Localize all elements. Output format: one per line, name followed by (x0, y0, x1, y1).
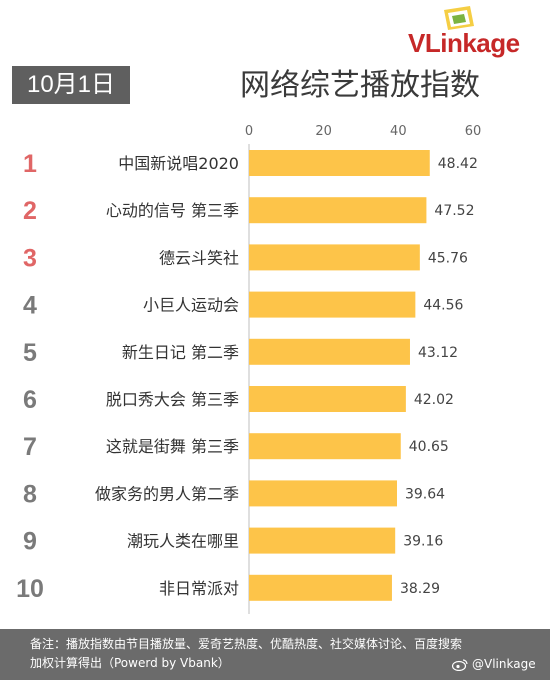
value-label: 44.56 (423, 298, 463, 314)
category-label: 中国新说唱2020 (118, 154, 239, 173)
rank-number: 6 (23, 386, 37, 414)
bar (249, 386, 406, 412)
watermark-text: @Vlinkage (472, 657, 536, 671)
logo-text: VLinkage (408, 28, 520, 58)
x-tick-label: 60 (465, 124, 482, 139)
category-label: 做家务的男人第二季 (95, 484, 239, 503)
category-label: 心动的信号 第三季 (106, 201, 239, 220)
category-label: 德云斗笑社 (159, 248, 239, 267)
bar (249, 338, 410, 365)
weibo-icon (452, 658, 468, 671)
rank-number: 3 (23, 244, 37, 272)
value-label: 48.42 (438, 156, 478, 172)
x-tick-label: 40 (390, 124, 407, 139)
value-label: 38.29 (400, 581, 440, 597)
category-label: 这就是街舞 第三季 (106, 437, 239, 456)
rank-number: 7 (23, 433, 37, 461)
footer-bar: 备注：播放指数由节目播放量、爱奇艺热度、优酷热度、社交媒体讨论、百度搜索加权计算… (0, 629, 550, 680)
weibo-watermark: @Vlinkage (452, 657, 536, 671)
category-label: 非日常派对 (159, 579, 239, 598)
rank-number: 1 (23, 150, 37, 178)
value-label: 39.64 (405, 486, 445, 502)
category-label: 潮玩人类在哪里 (127, 532, 239, 551)
rank-number: 2 (23, 197, 37, 225)
footnote: 备注：播放指数由节目播放量、爱奇艺热度、优酷热度、社交媒体讨论、百度搜索加权计算… (30, 637, 463, 670)
bar (249, 150, 430, 176)
category-label: 新生日记 第二季 (122, 343, 239, 362)
bar (249, 433, 401, 460)
bar (249, 480, 397, 507)
bar (249, 291, 416, 318)
category-label: 脱口秀大会 第三季 (106, 390, 239, 409)
date-badge: 10月1日 (12, 66, 130, 104)
value-label: 45.76 (428, 250, 468, 266)
bar (249, 574, 392, 601)
bar-chart: 0 20 40 60 1 中国新说唱2020 48.42 2 心动的信号 第三季 47.52 3 德云… (16, 124, 482, 614)
bar (249, 244, 420, 271)
rank-number: 10 (16, 575, 44, 603)
x-tick-label: 0 (245, 124, 253, 139)
category-label: 小巨人运动会 (143, 296, 239, 315)
rank-number: 5 (23, 339, 37, 367)
rank-number: 4 (23, 292, 37, 320)
vlinkage-logo: VLinkage (408, 4, 540, 60)
rank-number: 9 (23, 528, 37, 556)
value-label: 43.12 (418, 345, 458, 361)
value-label: 39.16 (403, 534, 443, 550)
value-label: 42.02 (414, 392, 454, 408)
value-label: 47.52 (434, 203, 474, 219)
bar (249, 527, 396, 554)
logo-square-icon (444, 6, 474, 30)
x-tick-label: 20 (315, 124, 332, 139)
chart-title: 网络综艺播放指数 (240, 68, 480, 103)
rank-number: 8 (23, 480, 37, 508)
bar (249, 197, 427, 224)
value-label: 40.65 (409, 439, 449, 455)
